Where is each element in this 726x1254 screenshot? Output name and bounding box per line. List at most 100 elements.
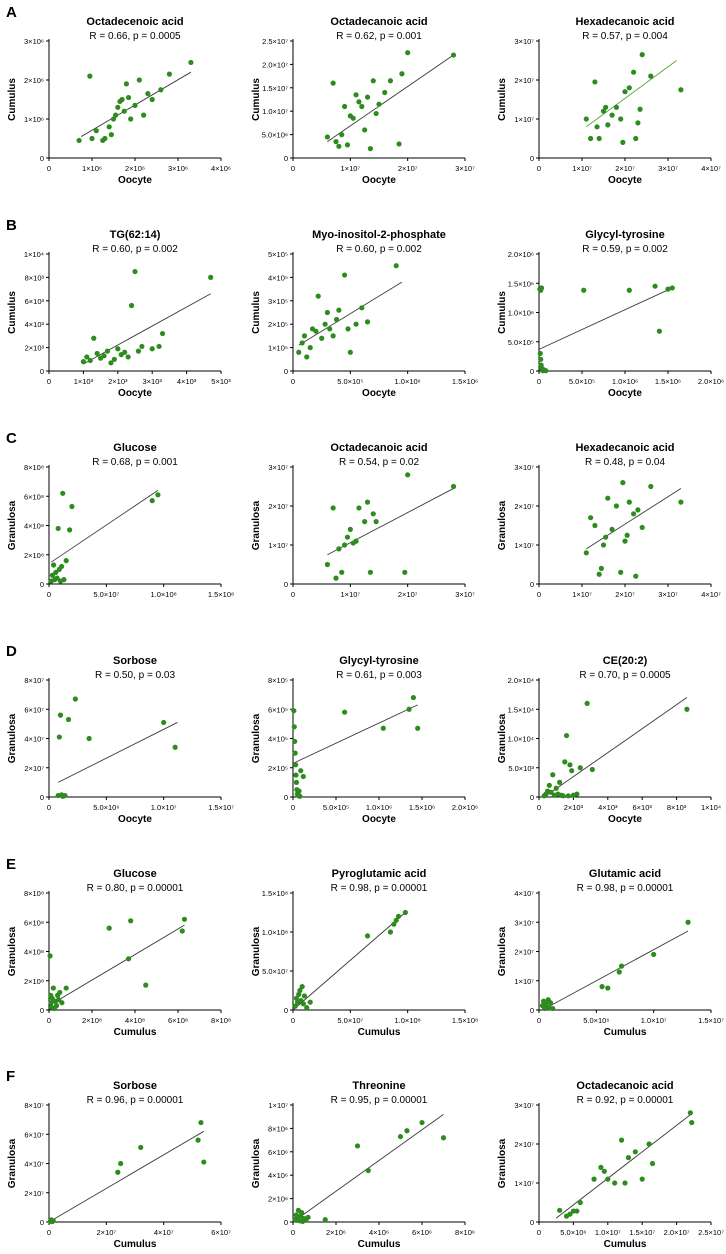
data-point [405,50,411,56]
data-point [678,499,684,505]
data-point [298,768,304,774]
data-point [639,52,645,58]
x-tick-label: 1×10⁴ [701,803,721,812]
y-tick-label: 5.0×10⁵ [508,338,534,347]
chart-stat: R = 0.98, p = 0.00001 [331,883,428,894]
data-point [300,773,306,780]
x-tick-label: 8×10⁸ [211,1016,231,1025]
data-point [365,1167,371,1174]
data-point [333,139,339,145]
data-point [380,725,386,731]
data-point [57,712,64,718]
x-tick-label: 1.5×10⁶ [452,377,478,386]
x-axis-label: Cumulus [358,1239,401,1250]
data-point [166,71,172,77]
data-point [291,724,297,730]
scatter-chart: TG(62:14) R = 0.60, p = 0.002 0 1×10³ 2×10³ 3… [7,229,231,399]
data-point [635,120,641,126]
data-point [538,356,544,362]
x-axis-label: Oocyte [608,388,642,399]
x-tick-label: 1.5×10⁷ [698,1016,724,1025]
data-point [684,706,690,712]
x-tick-label: 1.0×10⁷ [151,803,177,812]
data-point [61,577,67,583]
data-point [108,132,114,138]
x-tick-label: 3×10⁷ [455,164,475,173]
data-point [618,569,624,575]
x-tick-label: 5.0×10⁷ [93,590,119,599]
chart-stat: R = 0.62, p = 0.001 [336,31,422,42]
data-point [612,1180,618,1186]
data-point [594,124,600,130]
x-tick-label: 0 [47,803,51,812]
y-tick-label: 1×10⁷ [514,115,534,124]
y-tick-label: 1.5×10⁸ [262,889,288,898]
x-tick-label: 1.5×10⁷ [629,1228,655,1237]
y-tick-label: 1×10⁷ [514,977,534,986]
x-tick-label: 6×10⁶ [412,1228,432,1237]
data-point [181,916,188,922]
x-tick-label: 1.0×10⁶ [366,803,392,812]
data-point [557,779,563,785]
data-point [601,1168,607,1174]
x-tick-label: 0 [291,164,295,173]
data-point [622,1180,628,1186]
x-tick-label: 6×10⁸ [168,1016,188,1025]
data-point [322,321,328,327]
x-axis-label: Oocyte [118,388,152,399]
data-point [128,302,135,309]
data-point [626,499,632,505]
data-point [353,92,359,98]
data-point [410,694,416,701]
data-point [333,575,339,581]
data-point [592,79,598,85]
data-point [296,788,302,794]
data-point [304,354,310,360]
y-axis-label: Cumulus [251,78,262,121]
data-point [367,146,373,152]
y-tick-label: 5.0×10³ [508,764,534,773]
data-point [159,330,166,337]
data-point [395,913,402,920]
chart-stat: R = 0.57, p = 0.004 [582,31,668,42]
data-point [613,503,620,509]
data-point [307,999,313,1005]
data-point [624,532,630,538]
regression-line [538,287,673,350]
chart-title: Glucose [113,868,156,880]
y-tick-label: 2×10⁶ [24,76,44,85]
data-point [631,69,637,75]
y-tick-label: 8×10⁷ [24,676,44,685]
data-point [356,99,362,105]
x-tick-label: 0 [47,1228,51,1237]
data-point [574,791,580,797]
data-point [345,326,351,332]
y-tick-label: 6×10³ [25,297,45,306]
y-axis-label: Granulosa [251,713,262,763]
y-tick-label: 0 [40,793,44,802]
data-point [370,78,376,84]
data-point [292,1003,298,1009]
chart-stat: R = 0.61, p = 0.003 [336,670,422,681]
scatter-chart: CE(20:2) R = 0.70, p = 0.0005 0 2×10³ 4×10³ 6… [497,655,721,825]
data-point [324,561,330,568]
x-tick-label: 2×10³ [564,803,584,812]
data-point [391,921,397,927]
x-tick-label: 5.0×10⁶ [583,1016,609,1025]
data-point [603,104,609,110]
y-tick-label: 4×10⁸ [24,948,44,957]
data-point [336,143,342,149]
data-point [596,135,602,142]
data-point [76,137,82,144]
data-point [56,734,62,740]
y-tick-label: 2×10⁸ [24,977,44,986]
data-point [651,951,657,958]
data-point [588,135,594,142]
regression-line [542,930,689,1011]
y-axis-label: Cumulus [7,291,18,334]
data-point [339,569,345,575]
data-point [373,110,379,117]
scatter-chart: Octadecanoic acid R = 0.62, p = 0.001 0 1×1… [251,16,475,186]
y-tick-label: 1.0×10⁷ [262,107,288,116]
data-point [47,953,53,959]
